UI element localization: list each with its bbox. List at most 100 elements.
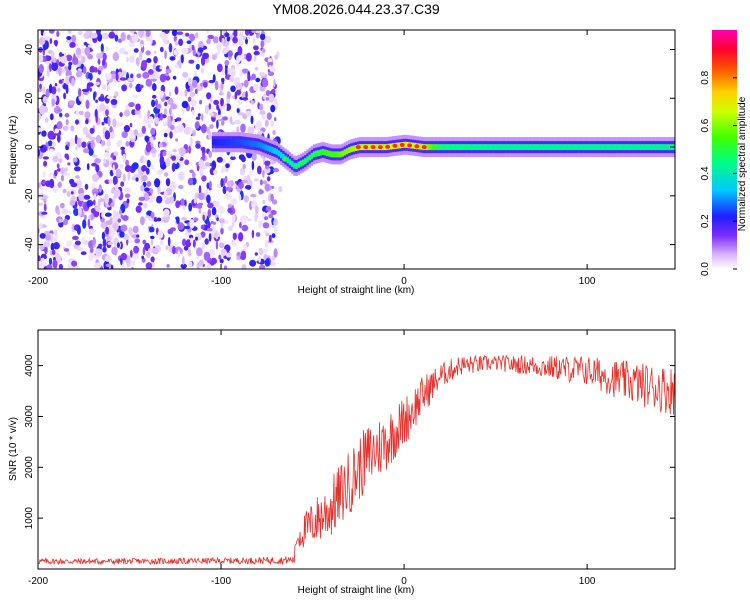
noise-speckle [38, 64, 44, 74]
noise-speckle [63, 172, 70, 177]
noise-speckle [110, 98, 118, 106]
noise-speckle [184, 225, 191, 230]
noise-speckle [149, 35, 153, 45]
noise-speckle [245, 185, 252, 190]
noise-speckle [56, 30, 60, 37]
noise-speckle [125, 141, 130, 147]
noise-speckle [105, 147, 110, 152]
noise-speckle [49, 30, 55, 34]
noise-speckle [246, 52, 252, 62]
noise-speckle [70, 125, 75, 132]
noise-speckle [218, 92, 224, 96]
noise-speckle [159, 112, 164, 121]
noise-speckle [220, 84, 224, 90]
ridge-core [354, 145, 358, 151]
colorbar-tick-label: 0.2 [700, 214, 711, 228]
ridge-core [499, 144, 502, 151]
noise-speckle [159, 46, 164, 53]
noise-speckle [103, 152, 110, 158]
noise-speckle [65, 70, 72, 77]
noise-speckle [208, 103, 212, 110]
noise-speckle [57, 87, 61, 93]
noise-speckle [152, 83, 157, 92]
snr-y-label: SNR (10 * v/v) [8, 417, 19, 481]
ridge-core [433, 144, 437, 151]
noise-speckle [98, 198, 106, 203]
noise-speckle [147, 123, 151, 129]
noise-speckle [105, 72, 112, 80]
noise-speckle [46, 264, 53, 269]
noise-speckle [66, 36, 72, 40]
colorbar-tick-label: 0.0 [700, 262, 711, 276]
noise-speckle [217, 48, 221, 55]
ridge-core [361, 144, 364, 151]
ridge-core [304, 158, 307, 165]
noise-speckle [145, 50, 151, 56]
noise-speckle [236, 108, 240, 113]
noise-speckle [39, 223, 43, 229]
noise-speckle [214, 80, 219, 91]
noise-speckle [174, 41, 179, 46]
noise-speckle [243, 175, 248, 181]
ridge-core [348, 147, 351, 154]
noise-speckle [98, 184, 103, 193]
noise-speckle [171, 155, 177, 161]
noise-speckle [115, 72, 119, 81]
noise-speckle [81, 55, 86, 64]
ridge-core [534, 144, 538, 151]
noise-speckle [110, 73, 117, 79]
x-tick-label: 0 [401, 276, 407, 287]
noise-speckle [138, 30, 144, 38]
ridge-core [297, 161, 300, 168]
ridge-core [350, 146, 353, 153]
noise-speckle [255, 77, 261, 83]
noise-speckle [49, 148, 54, 152]
noise-speckle [39, 83, 42, 90]
noise-speckle [140, 44, 144, 48]
noise-speckle [41, 211, 48, 215]
noise-speckle [241, 264, 247, 269]
ridge-core [475, 144, 478, 151]
noise-speckle [72, 235, 79, 241]
noise-speckle [238, 154, 245, 161]
noise-speckle [239, 71, 244, 77]
noise-speckle [278, 185, 283, 193]
noise-speckle [169, 107, 172, 116]
noise-speckle [118, 139, 122, 145]
noise-speckle [236, 82, 243, 90]
ridge-core [624, 144, 628, 151]
noise-speckle [227, 50, 233, 57]
noise-speckle [198, 185, 202, 195]
noise-speckle [163, 132, 168, 138]
noise-speckle [265, 35, 272, 44]
noise-speckle [238, 36, 244, 41]
noise-speckle [124, 187, 131, 193]
noise-speckle [174, 86, 179, 95]
noise-speckle [95, 134, 101, 144]
ridge-core [649, 144, 652, 151]
noise-speckle [58, 218, 63, 223]
noise-speckle [152, 94, 157, 99]
noise-speckle [182, 32, 186, 38]
ridge-core [576, 144, 579, 151]
noise-speckle [67, 141, 70, 147]
noise-speckle [148, 226, 155, 233]
noise-speckle [256, 165, 262, 175]
noise-speckle [195, 32, 199, 39]
noise-speckle [87, 44, 93, 48]
ridge-core [537, 144, 540, 151]
ridge-peak [399, 142, 405, 147]
ridge-core [490, 144, 494, 151]
spectrogram-ridge [211, 132, 675, 176]
ridge-core [438, 144, 441, 151]
noise-speckle [45, 55, 52, 61]
ridge-core [286, 157, 289, 164]
noise-speckle [123, 51, 129, 55]
noise-speckle [56, 163, 60, 169]
noise-speckle [38, 88, 43, 92]
noise-speckle [242, 113, 248, 120]
noise-speckle [211, 54, 217, 61]
noise-speckle [246, 174, 251, 182]
noise-speckle [199, 99, 203, 105]
noise-speckle [251, 160, 255, 171]
